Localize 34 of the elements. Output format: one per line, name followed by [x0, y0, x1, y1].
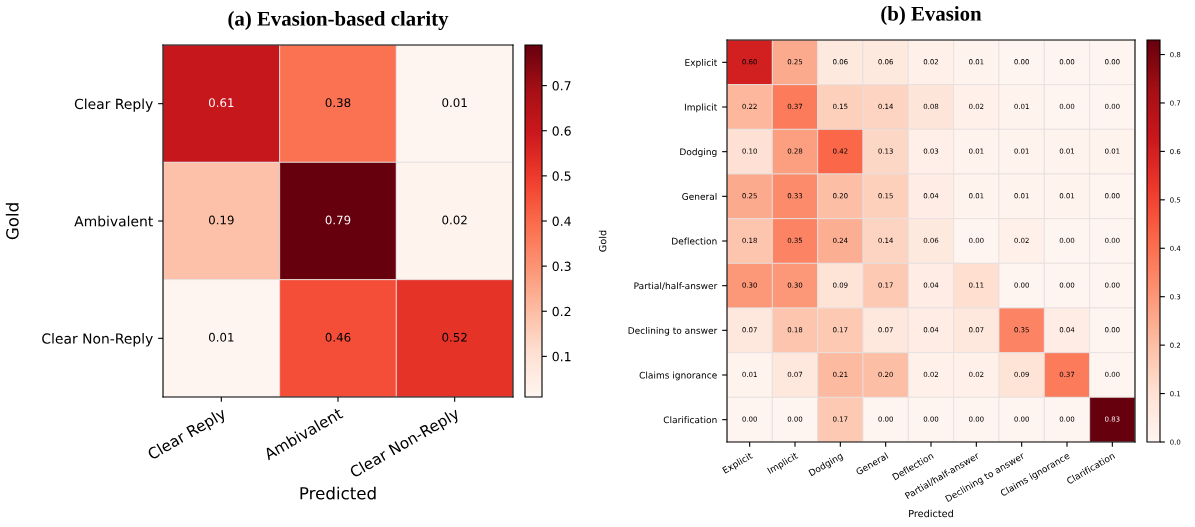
color-bar-label: 0.7 — [552, 81, 571, 91]
y-tick-label: Dodging — [680, 148, 717, 157]
data-label: 0.79 — [325, 215, 351, 225]
color-bar-label: 0.4 — [552, 216, 571, 226]
y-axis-title: Gold — [5, 203, 19, 240]
data-label: 0.02 — [442, 215, 467, 225]
y-tick-label: General — [682, 192, 717, 200]
y-tick-label: Deflection — [672, 237, 717, 245]
data-label: 0.01 — [208, 332, 234, 342]
y-tick-label: Implicit — [684, 103, 718, 113]
color-bar-label: 0.3 — [552, 261, 571, 272]
y-tick-label: Clarification — [663, 416, 717, 424]
data-label: 0.01 — [442, 98, 467, 108]
chart-title: (b) Evasion — [881, 6, 982, 25]
data-label: 0.52 — [442, 332, 467, 342]
color-bar-label: 0.6 — [552, 126, 571, 136]
x-axis-title: Predicted — [300, 486, 376, 500]
color-bar-label: 0.1 — [552, 351, 571, 362]
data-label: 0.61 — [208, 98, 234, 108]
x-axis-title: Predicted — [909, 509, 953, 518]
y-tick-label: Claims ignorance — [639, 371, 717, 381]
y-tick-label: Declining to answer — [628, 326, 718, 336]
y-tick-label: Clear Non-Reply — [42, 333, 153, 347]
color-bar-label: 0.2 — [552, 306, 571, 317]
y-tick-label: Ambivalent — [74, 215, 153, 227]
y-tick-label: Partial/half-answer — [634, 282, 718, 290]
y-tick-label: Explicit — [685, 58, 718, 68]
y-axis-title: Gold — [598, 230, 607, 252]
color-bar-label: 0.5 — [552, 171, 571, 181]
y-tick-label: Clear Reply — [74, 98, 153, 112]
chart-title: (a) Evasion-based clarity — [228, 11, 449, 31]
data-label: 0.38 — [325, 98, 351, 108]
data-label: 0.46 — [325, 332, 351, 342]
data-label: 0.19 — [208, 215, 234, 225]
